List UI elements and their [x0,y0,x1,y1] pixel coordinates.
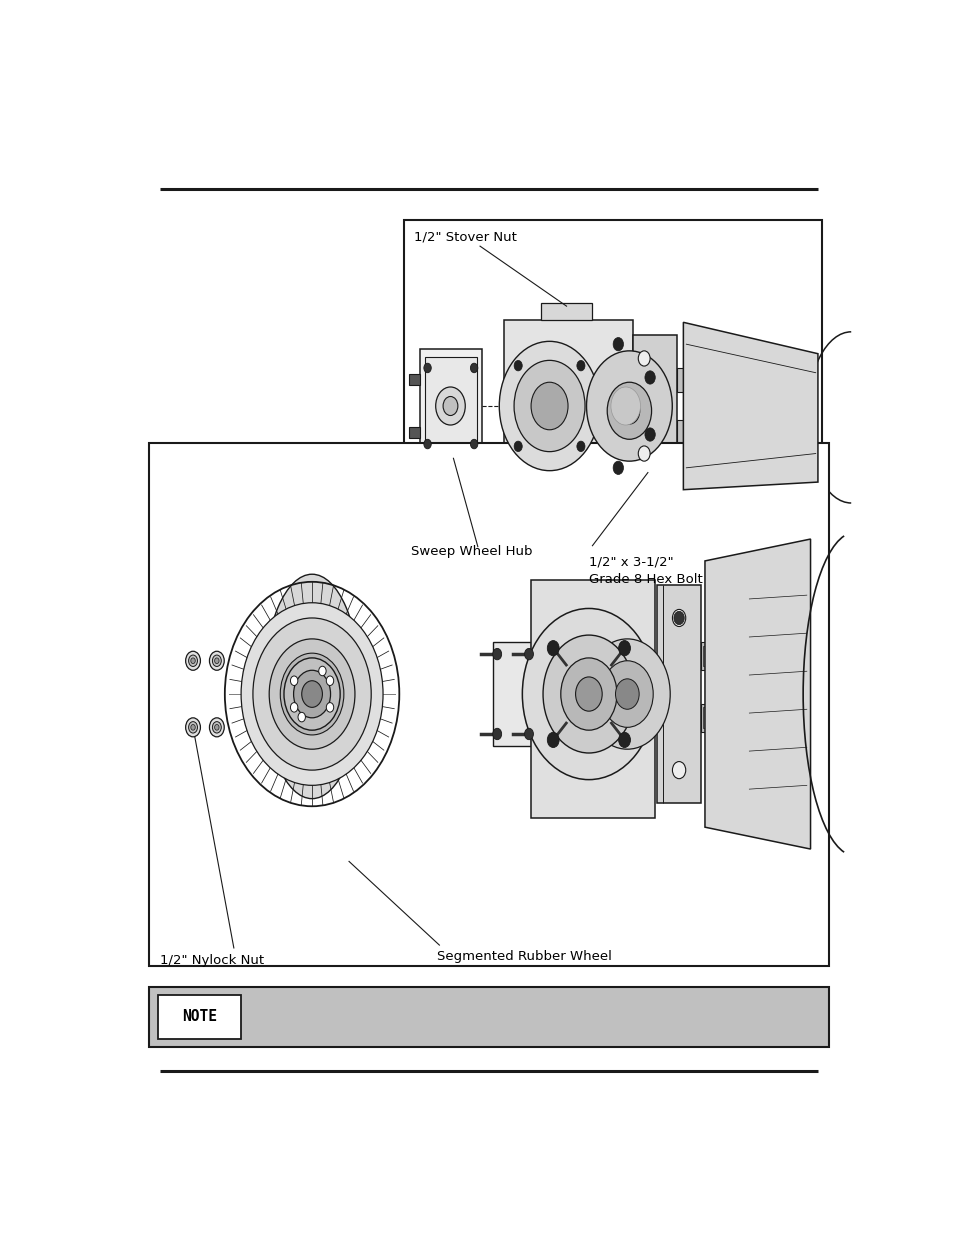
Circle shape [284,658,340,730]
Circle shape [673,611,683,625]
Circle shape [189,721,197,734]
Ellipse shape [264,574,359,799]
Circle shape [326,676,334,685]
FancyBboxPatch shape [700,704,717,732]
Circle shape [214,658,219,663]
FancyBboxPatch shape [149,987,828,1047]
Circle shape [618,398,639,424]
Circle shape [613,337,623,351]
Circle shape [613,461,623,474]
Circle shape [542,635,634,753]
Circle shape [514,361,584,452]
Circle shape [618,732,630,747]
Circle shape [210,718,224,737]
Circle shape [638,351,649,366]
Circle shape [423,440,431,448]
FancyBboxPatch shape [540,304,592,320]
FancyBboxPatch shape [531,580,655,818]
Circle shape [210,651,224,671]
Circle shape [318,666,326,676]
Circle shape [514,441,521,452]
FancyBboxPatch shape [702,708,714,729]
Circle shape [214,725,219,730]
Circle shape [442,396,457,415]
Polygon shape [682,322,817,490]
FancyBboxPatch shape [158,994,241,1039]
Circle shape [531,382,567,430]
Circle shape [269,638,355,750]
FancyBboxPatch shape [424,357,476,456]
Circle shape [213,721,221,734]
Circle shape [493,648,501,659]
Circle shape [297,713,305,722]
FancyBboxPatch shape [708,571,745,818]
Circle shape [191,658,195,663]
Circle shape [575,677,601,711]
Circle shape [560,658,617,730]
FancyBboxPatch shape [149,443,828,966]
Circle shape [470,363,477,373]
FancyBboxPatch shape [633,335,677,477]
Circle shape [294,671,330,718]
Text: NOTE: NOTE [182,1009,217,1024]
Circle shape [498,341,599,471]
Text: 1/2" x 3-1/2"
Grade 8 Hex Bolt: 1/2" x 3-1/2" Grade 8 Hex Bolt [588,556,701,587]
FancyBboxPatch shape [409,374,419,385]
Text: Segmented Rubber Wheel: Segmented Rubber Wheel [436,950,612,963]
Circle shape [326,703,334,713]
Circle shape [280,653,343,735]
Circle shape [577,441,584,452]
Circle shape [672,609,685,626]
Circle shape [584,638,670,750]
Circle shape [290,703,297,713]
Circle shape [638,446,649,461]
FancyBboxPatch shape [403,220,821,572]
Text: Sweep Wheel Hub: Sweep Wheel Hub [411,545,532,558]
FancyBboxPatch shape [419,350,481,463]
Circle shape [524,729,533,740]
Circle shape [644,370,655,384]
Circle shape [547,732,558,747]
FancyBboxPatch shape [677,420,692,445]
Circle shape [493,729,501,740]
Circle shape [586,351,672,461]
Polygon shape [704,538,810,848]
Circle shape [615,679,639,709]
Circle shape [213,655,221,667]
Circle shape [607,382,651,440]
Circle shape [610,387,639,425]
FancyBboxPatch shape [657,584,700,804]
FancyBboxPatch shape [503,320,633,496]
Circle shape [524,648,533,659]
Circle shape [600,661,653,727]
Circle shape [618,641,630,656]
Circle shape [423,363,431,373]
Circle shape [644,427,655,441]
Circle shape [186,718,200,737]
FancyBboxPatch shape [677,368,692,391]
Text: 1/2" Nylock Nut: 1/2" Nylock Nut [160,953,264,967]
Circle shape [522,609,655,779]
Circle shape [290,676,297,685]
Circle shape [577,361,584,370]
Circle shape [301,680,322,708]
Circle shape [186,651,200,671]
Circle shape [436,387,465,425]
Circle shape [547,641,558,656]
Circle shape [253,618,371,771]
Circle shape [189,655,197,667]
FancyBboxPatch shape [493,642,531,746]
Circle shape [241,603,383,785]
Circle shape [514,361,521,370]
FancyBboxPatch shape [409,427,419,438]
Circle shape [191,725,195,730]
FancyBboxPatch shape [700,642,717,671]
Circle shape [672,762,685,779]
FancyBboxPatch shape [702,646,714,667]
Circle shape [470,440,477,448]
Text: 1/2" Stover Nut: 1/2" Stover Nut [413,230,516,243]
